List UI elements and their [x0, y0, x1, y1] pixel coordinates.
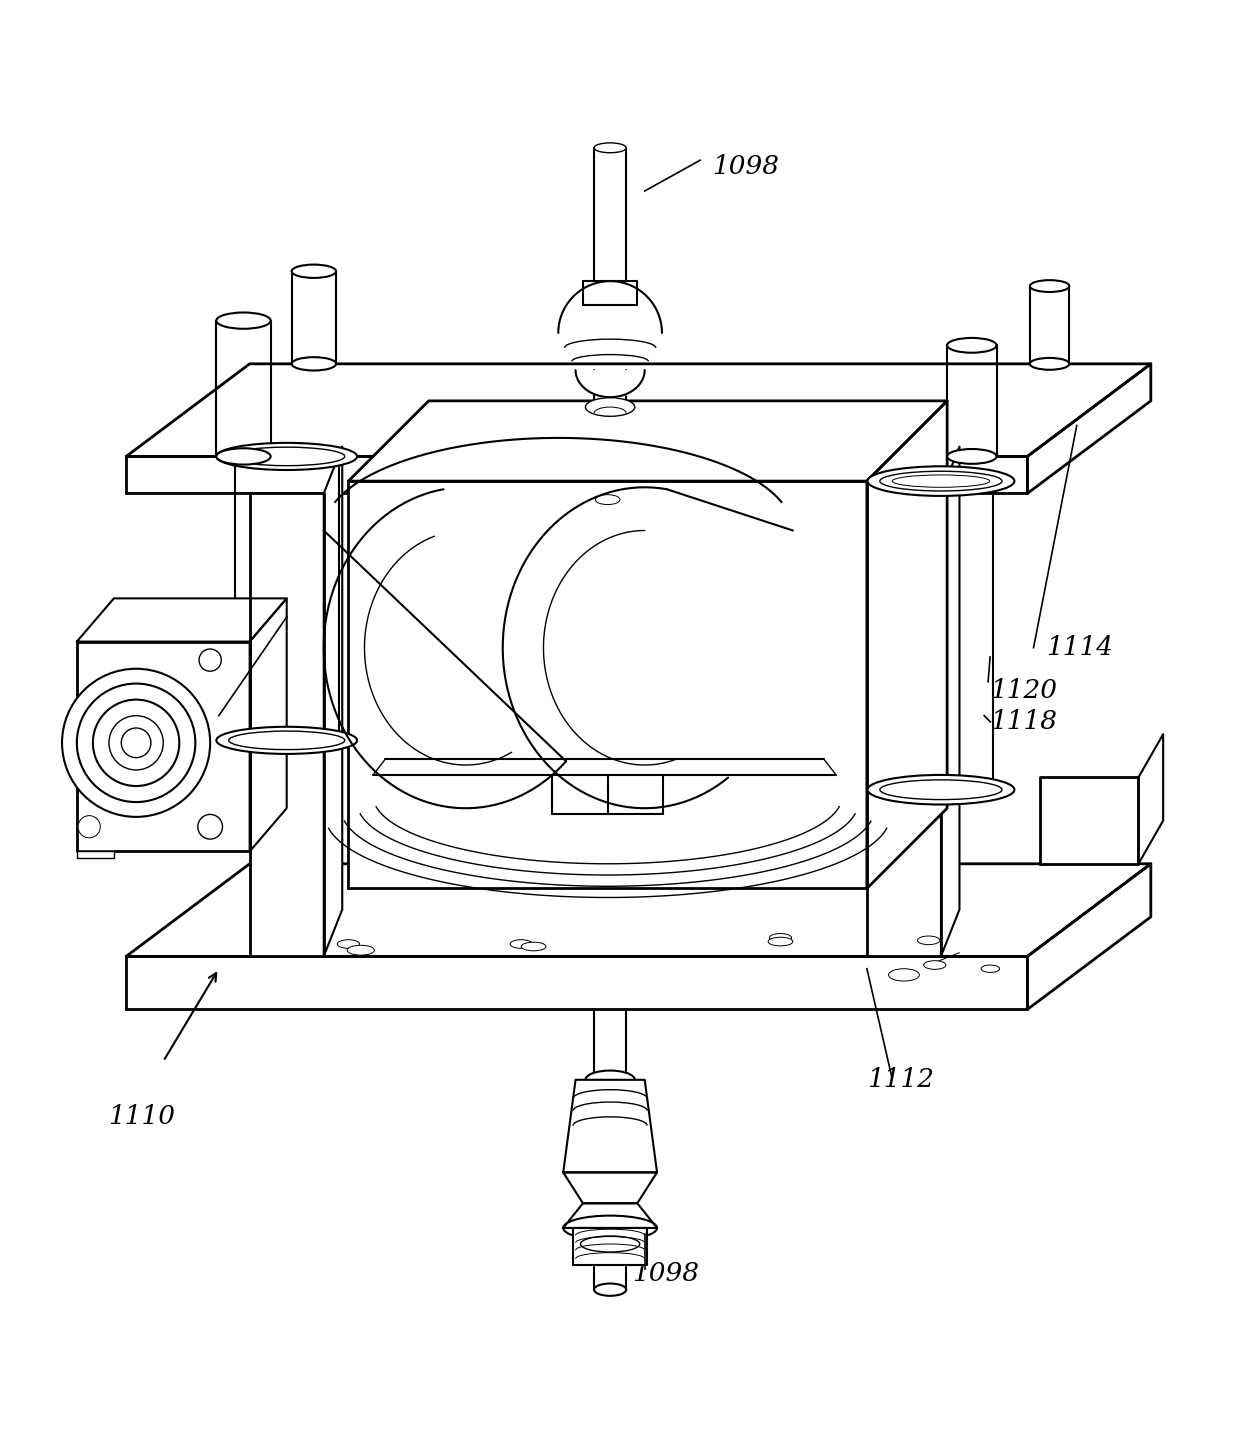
Ellipse shape — [78, 815, 100, 837]
Ellipse shape — [291, 357, 336, 370]
Polygon shape — [867, 400, 947, 888]
Ellipse shape — [594, 1284, 626, 1296]
Polygon shape — [126, 364, 1151, 456]
Polygon shape — [583, 281, 637, 304]
Ellipse shape — [216, 727, 357, 754]
Ellipse shape — [585, 1070, 635, 1089]
Polygon shape — [563, 1203, 657, 1227]
Ellipse shape — [337, 939, 360, 948]
Polygon shape — [573, 1227, 647, 1265]
Ellipse shape — [77, 683, 196, 802]
Ellipse shape — [122, 728, 151, 757]
Ellipse shape — [216, 448, 270, 464]
Ellipse shape — [585, 397, 635, 416]
Ellipse shape — [918, 936, 940, 945]
Ellipse shape — [200, 649, 221, 671]
Ellipse shape — [769, 933, 791, 942]
Polygon shape — [77, 852, 114, 858]
Text: 1098: 1098 — [713, 154, 780, 179]
Ellipse shape — [216, 443, 357, 470]
Ellipse shape — [580, 1236, 640, 1252]
Text: 1120: 1120 — [991, 678, 1058, 703]
Ellipse shape — [93, 699, 180, 786]
Text: 1110: 1110 — [108, 1104, 175, 1130]
Polygon shape — [563, 1172, 657, 1203]
Text: 1098: 1098 — [632, 1261, 699, 1286]
Ellipse shape — [521, 942, 546, 951]
Ellipse shape — [563, 1216, 657, 1241]
Polygon shape — [1138, 734, 1163, 863]
Ellipse shape — [595, 495, 620, 505]
Ellipse shape — [228, 447, 345, 466]
Text: 1118: 1118 — [991, 709, 1058, 734]
Polygon shape — [563, 1080, 657, 1172]
Polygon shape — [324, 447, 342, 957]
Polygon shape — [126, 863, 1151, 957]
Polygon shape — [126, 456, 1028, 494]
Ellipse shape — [347, 945, 374, 955]
Polygon shape — [1039, 778, 1138, 863]
Ellipse shape — [880, 780, 1002, 799]
Ellipse shape — [947, 338, 997, 352]
Ellipse shape — [216, 313, 270, 329]
Ellipse shape — [228, 731, 345, 750]
Text: 1114: 1114 — [1045, 635, 1112, 660]
Polygon shape — [348, 480, 867, 888]
Ellipse shape — [1030, 358, 1069, 370]
Ellipse shape — [889, 968, 919, 981]
Ellipse shape — [768, 938, 792, 946]
Ellipse shape — [62, 668, 210, 817]
Ellipse shape — [868, 775, 1014, 805]
Polygon shape — [126, 957, 1028, 1009]
Ellipse shape — [291, 265, 336, 278]
Ellipse shape — [893, 475, 990, 488]
Ellipse shape — [594, 143, 626, 153]
Ellipse shape — [109, 716, 164, 770]
Polygon shape — [249, 598, 286, 852]
Ellipse shape — [880, 472, 1002, 491]
Ellipse shape — [868, 466, 1014, 496]
Polygon shape — [77, 598, 286, 642]
Ellipse shape — [924, 961, 946, 970]
Polygon shape — [1028, 364, 1151, 494]
Ellipse shape — [981, 965, 999, 973]
Ellipse shape — [510, 939, 532, 948]
Polygon shape — [867, 494, 941, 957]
Ellipse shape — [947, 448, 997, 464]
Polygon shape — [941, 447, 960, 957]
Polygon shape — [348, 400, 947, 480]
Text: 1112: 1112 — [867, 1067, 934, 1092]
Ellipse shape — [198, 814, 222, 839]
Polygon shape — [249, 494, 324, 957]
Polygon shape — [1028, 863, 1151, 1009]
Polygon shape — [77, 642, 249, 852]
Ellipse shape — [1030, 280, 1069, 293]
Text: 1116: 1116 — [71, 728, 138, 753]
